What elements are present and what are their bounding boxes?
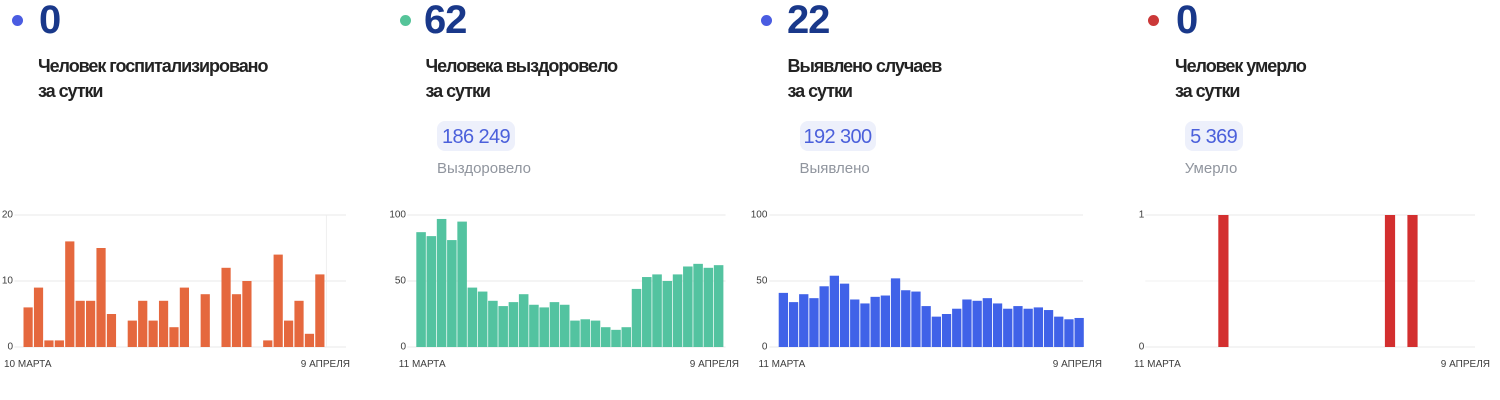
svg-text:100: 100 [389,210,406,221]
svg-text:9 АПРЕЛЯ: 9 АПРЕЛЯ [1053,359,1102,370]
svg-text:10: 10 [2,276,14,287]
svg-text:10 МАРТА: 10 МАРТА [4,359,52,370]
svg-text:1: 1 [1139,210,1145,221]
svg-text:9 АПРЕЛЯ: 9 АПРЕЛЯ [301,359,350,370]
svg-text:9 АПРЕЛЯ: 9 АПРЕЛЯ [690,359,739,370]
svg-text:11 МАРТА: 11 МАРТА [759,359,806,370]
svg-text:100: 100 [751,210,768,221]
svg-text:0: 0 [762,342,768,353]
svg-text:11 МАРТА: 11 МАРТА [399,359,446,370]
svg-text:9 АПРЕЛЯ: 9 АПРЕЛЯ [1441,359,1490,370]
svg-text:20: 20 [2,210,14,221]
svg-text:0: 0 [7,342,13,353]
svg-text:0: 0 [1139,342,1145,353]
svg-text:50: 50 [395,276,407,287]
svg-text:50: 50 [756,276,768,287]
svg-text:0: 0 [400,342,406,353]
svg-text:11 МАРТА: 11 МАРТА [1134,359,1181,370]
